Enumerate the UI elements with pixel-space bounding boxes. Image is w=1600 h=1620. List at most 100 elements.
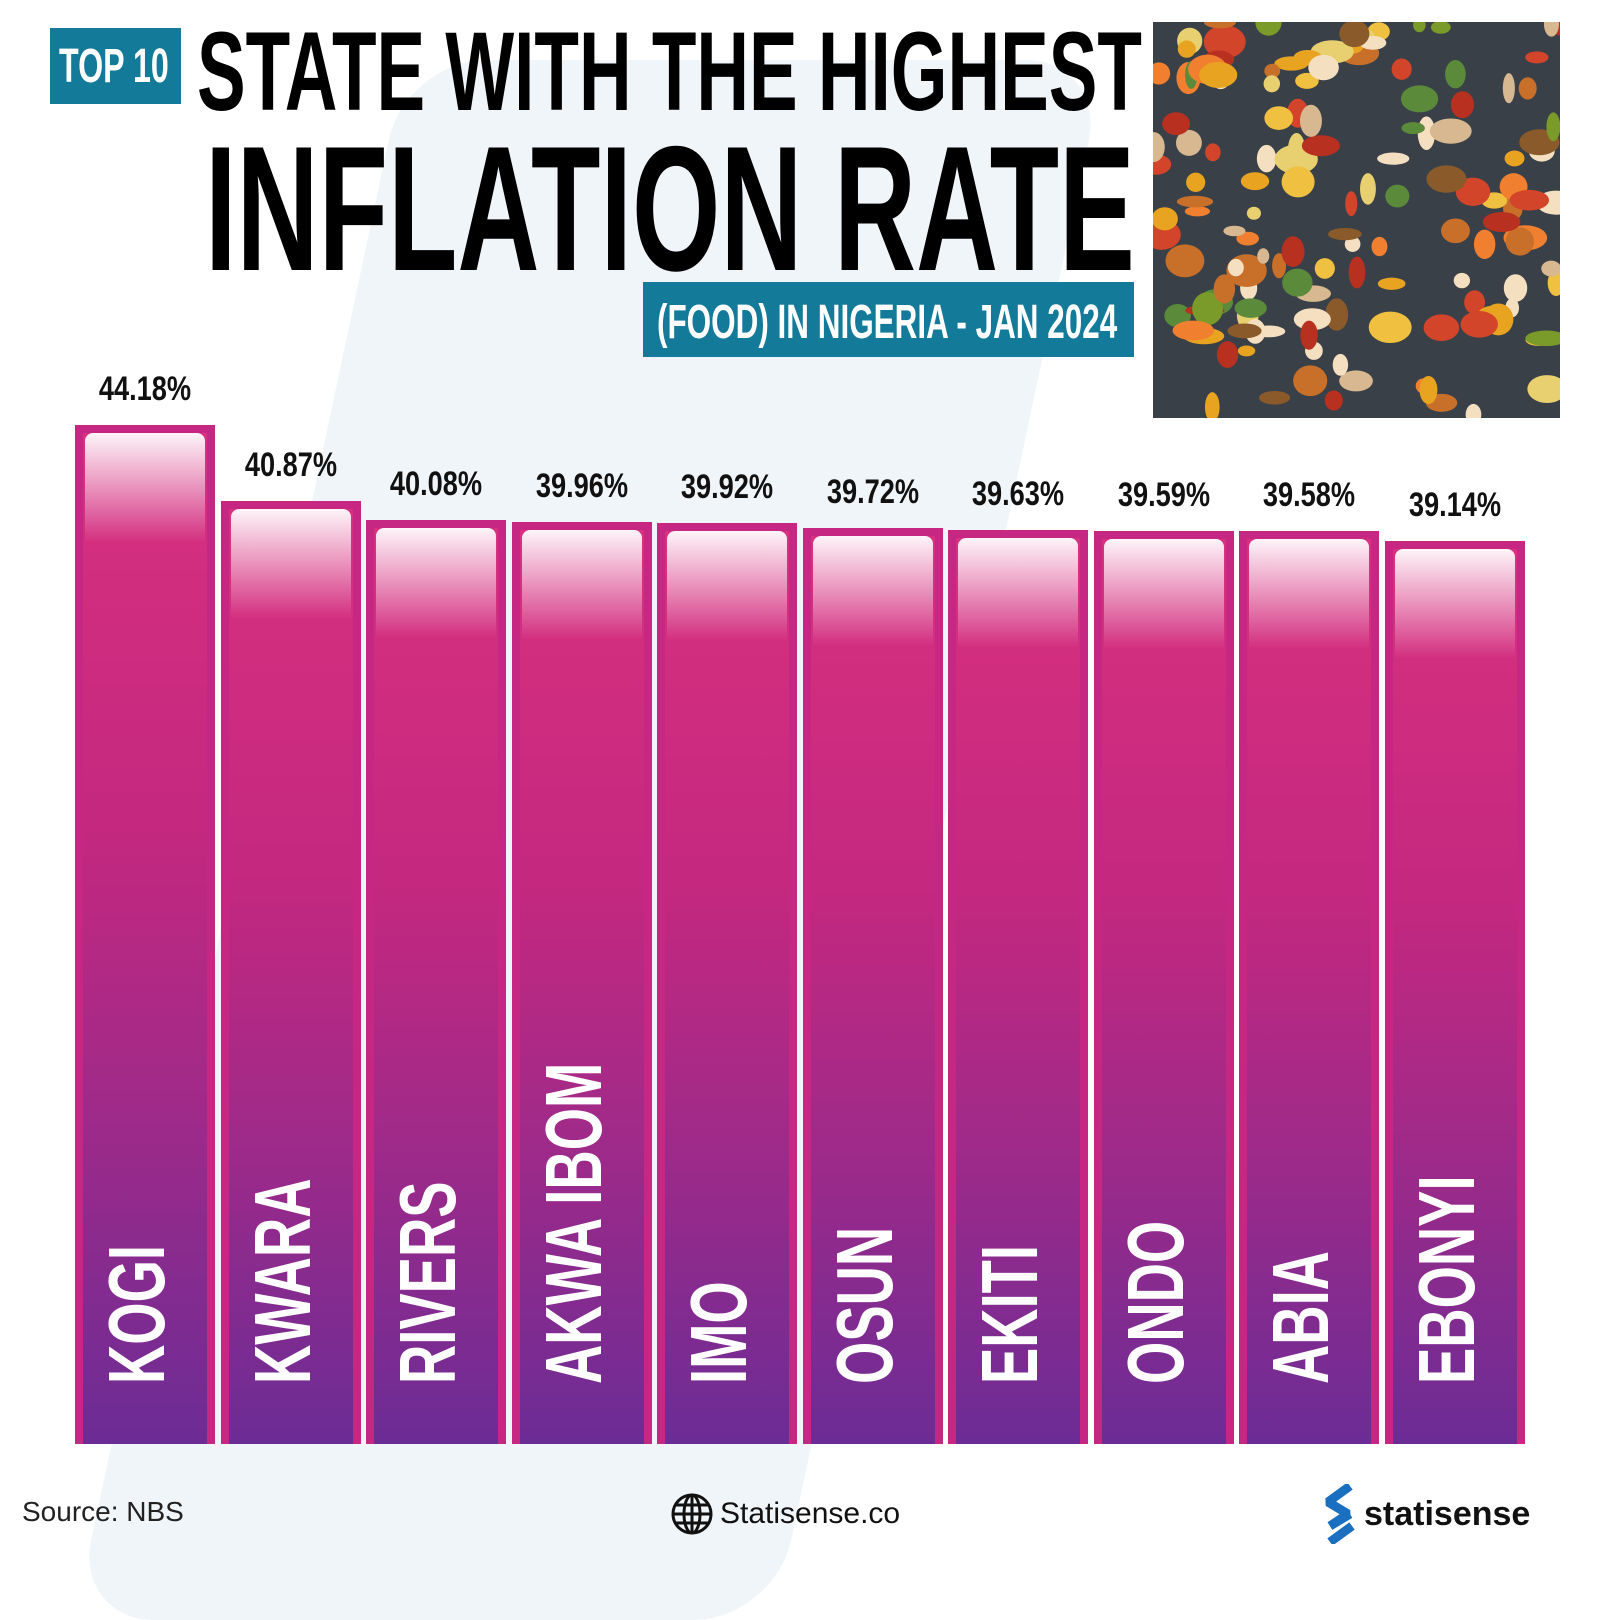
food-item [1525,51,1549,64]
bar-value-label: 39.14% [1408,486,1501,525]
food-item [1236,231,1259,246]
food-item [1450,91,1474,119]
food-item [1263,75,1281,93]
food-item [1509,189,1550,211]
food-item [1503,274,1528,302]
food-item [1419,375,1438,405]
food-item [1272,253,1287,279]
food-item [1400,85,1439,113]
food-item [1441,218,1470,244]
food-item [1345,191,1358,217]
bar-highlight [958,537,1078,648]
food-item [1430,22,1451,34]
bar-kwara: KWARA [220,501,361,1444]
bar-highlight [521,530,642,641]
food-item [1164,304,1191,328]
bar-kogi: KOGI [75,425,215,1444]
food-item [1300,320,1318,350]
food-item [1274,56,1309,71]
food-item [1453,272,1471,289]
food-item [1385,184,1410,208]
food-item [1246,206,1261,220]
bar-value-label: 39.92% [680,468,774,507]
food-item [1281,166,1315,198]
bar-value-label: 39.58% [1262,476,1356,515]
website[interactable]: Statisense.co [670,1492,900,1536]
food-item [1192,292,1223,326]
food-item [1256,144,1277,173]
statisense-logo-icon [1325,1484,1355,1544]
subtitle: (FOOD) IN NIGERIA - JAN 2024 [657,296,1118,349]
food-item [1368,311,1412,344]
food-item [1348,256,1366,289]
food-image [1153,22,1560,418]
food-item [1176,195,1214,208]
food-item [1264,63,1281,79]
food-item [1339,370,1373,392]
food-item [1234,298,1267,318]
food-item [1473,229,1496,260]
bar-highlight [85,433,205,543]
food-item [1413,22,1426,33]
bar-category-label: KOGI [92,1244,181,1384]
globe-icon [671,1493,713,1535]
food-item [1339,22,1370,48]
food-item [1240,172,1270,191]
bar-value-label: 40.87% [244,446,337,485]
food-item [1344,236,1361,253]
food-item [1255,22,1282,36]
food-item [1377,277,1406,290]
food-item [1371,236,1388,257]
badge-text: TOP 10 [59,40,169,93]
food-item [1482,211,1521,233]
bar-akwa-ibom: AKWA IBOM [511,522,652,1444]
food-item [1293,365,1328,397]
food-item [1227,258,1244,277]
food-item [1505,227,1535,256]
food-item [1543,22,1559,37]
bar-ekiti: EKITI [948,529,1088,1444]
bar-category-label: OSUN [819,1226,909,1384]
food-item [1546,112,1560,142]
food-item [1176,129,1202,156]
food-item [1460,311,1498,338]
bar-category-label: EBONYI [1401,1175,1491,1384]
subtitle-box: (FOOD) IN NIGERIA - JAN 2024 [643,282,1134,357]
food-item [1360,173,1376,205]
food-item [1465,403,1482,418]
bar-highlight [230,509,351,620]
food-item [1204,22,1236,29]
food-item [1282,268,1313,297]
food-item [1177,40,1196,58]
food-item [1257,248,1270,264]
food-item [1502,73,1515,104]
food-item [1391,58,1412,80]
website-text: Statisense.co [720,1497,901,1530]
food-item [1377,152,1410,165]
food-item [1423,314,1460,342]
bar-rivers: RIVERS [366,519,506,1444]
food-item [1429,118,1472,144]
brand-name: statisense [1364,1494,1531,1533]
bar-osun: OSUN [802,527,943,1444]
bar-category-label: AKWA IBOM [528,1062,618,1384]
food-item [1223,225,1246,237]
bar-value-label: 39.96% [535,467,628,506]
food-item [1203,25,1246,59]
food-item [1324,390,1343,411]
food-item [1527,375,1560,403]
bar-value-label: 39.72% [826,472,919,511]
food-item [1153,132,1165,162]
source-label: Source: NBS [22,1496,184,1527]
food-item [1165,244,1205,278]
food-item [1295,72,1319,89]
bar-highlight [376,527,496,638]
bar-category-label: KWARA [237,1178,327,1384]
food-item [1401,122,1425,135]
food-item [1264,106,1294,130]
food-item [1541,260,1560,277]
top10-badge: TOP 10 [50,28,181,104]
food-item [1332,353,1349,376]
food-item [1525,330,1560,347]
bar-ondo: ONDO [1093,530,1234,1444]
